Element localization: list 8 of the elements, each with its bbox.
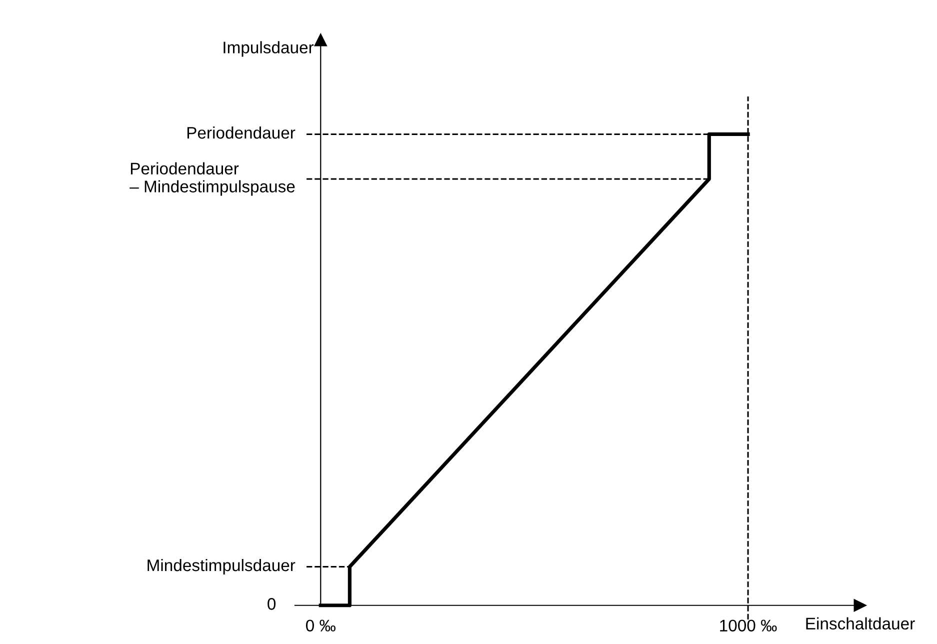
y-axis-title: Impulsdauer	[224, 41, 314, 57]
x-tick-label: 0 ‰	[306, 620, 336, 632]
ref-line-label: Periodendauer	[187, 126, 296, 139]
annotation: 0	[268, 598, 276, 610]
ref-line-label: Periodendauer – Mindestimpulspause	[130, 162, 295, 196]
x-axis-title: Einschaltdauer	[806, 617, 915, 630]
ref-line-label: Mindestimpulsdauer	[148, 558, 296, 575]
x-tick-label: 1000 ‰	[720, 620, 777, 632]
